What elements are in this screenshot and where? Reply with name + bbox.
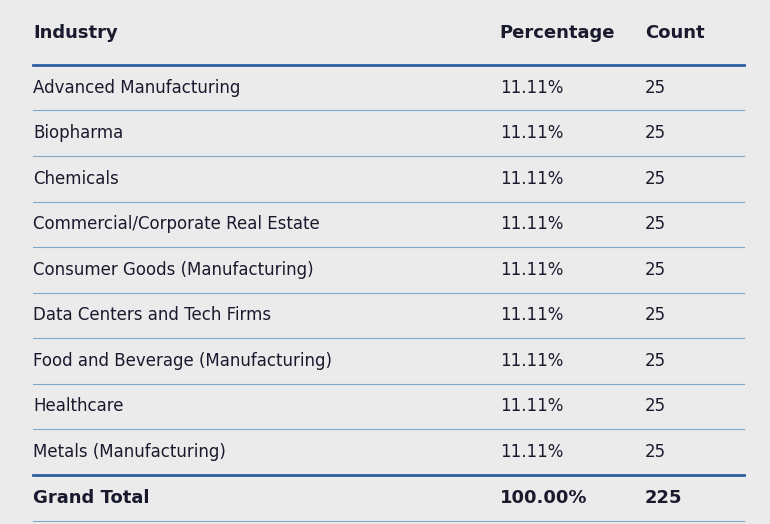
- Text: 11.11%: 11.11%: [500, 79, 563, 97]
- Text: 11.11%: 11.11%: [500, 352, 563, 370]
- Text: Data Centers and Tech Firms: Data Centers and Tech Firms: [33, 307, 272, 324]
- Text: Consumer Goods (Manufacturing): Consumer Goods (Manufacturing): [33, 261, 314, 279]
- Text: 11.11%: 11.11%: [500, 170, 563, 188]
- Text: 100.00%: 100.00%: [500, 489, 588, 507]
- Text: 25: 25: [645, 124, 666, 142]
- Text: 11.11%: 11.11%: [500, 443, 563, 461]
- Text: 11.11%: 11.11%: [500, 215, 563, 233]
- Text: 25: 25: [645, 352, 666, 370]
- Text: 25: 25: [645, 261, 666, 279]
- Text: 25: 25: [645, 170, 666, 188]
- Text: 25: 25: [645, 307, 666, 324]
- Text: 225: 225: [645, 489, 682, 507]
- Text: 11.11%: 11.11%: [500, 261, 563, 279]
- Text: 11.11%: 11.11%: [500, 307, 563, 324]
- Text: 25: 25: [645, 443, 666, 461]
- Text: Commercial/Corporate Real Estate: Commercial/Corporate Real Estate: [33, 215, 320, 233]
- Text: 25: 25: [645, 397, 666, 416]
- Text: Chemicals: Chemicals: [33, 170, 119, 188]
- Text: 11.11%: 11.11%: [500, 397, 563, 416]
- Text: Metals (Manufacturing): Metals (Manufacturing): [33, 443, 226, 461]
- Text: 25: 25: [645, 215, 666, 233]
- Text: Percentage: Percentage: [500, 24, 615, 41]
- Text: 11.11%: 11.11%: [500, 124, 563, 142]
- Text: Industry: Industry: [33, 24, 118, 41]
- Text: Biopharma: Biopharma: [33, 124, 124, 142]
- Text: Food and Beverage (Manufacturing): Food and Beverage (Manufacturing): [33, 352, 333, 370]
- Text: Count: Count: [645, 24, 705, 41]
- Text: Healthcare: Healthcare: [33, 397, 124, 416]
- Text: 25: 25: [645, 79, 666, 97]
- Text: Advanced Manufacturing: Advanced Manufacturing: [33, 79, 241, 97]
- Text: Grand Total: Grand Total: [33, 489, 150, 507]
